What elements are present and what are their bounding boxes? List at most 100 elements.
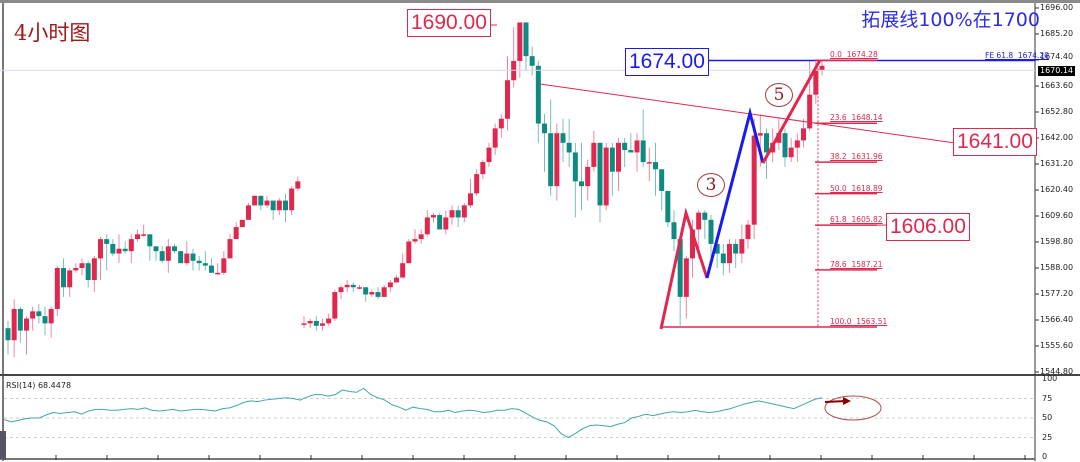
candle-body: [270, 200, 276, 211]
candle-body: [36, 311, 42, 317]
candle-body: [492, 128, 498, 148]
fib-level-label: 0.0 1674.28: [830, 50, 878, 60]
candle-body: [91, 258, 97, 281]
candle-body: [628, 150, 634, 153]
candle-body: [690, 229, 695, 259]
candle-body: [357, 287, 362, 289]
candle-body: [424, 217, 430, 235]
candle-body: [683, 258, 689, 297]
candle-body: [61, 268, 66, 288]
candle-body: [443, 217, 449, 230]
candle-body: [548, 133, 554, 187]
price-axis-label: 1598.80: [1040, 237, 1074, 246]
candle-body: [646, 162, 652, 164]
rsi-highlight-ellipse: [824, 395, 882, 421]
candle-body: [714, 243, 720, 254]
candle-body: [363, 287, 369, 295]
candle-body: [468, 193, 473, 206]
fib-level-label: 100.0 1563.51: [830, 316, 888, 326]
candle-body: [153, 246, 159, 252]
candle-body: [295, 181, 301, 189]
candle-body: [498, 118, 504, 129]
candle-body: [24, 318, 29, 331]
resistance-trendline: [539, 83, 956, 144]
candle-body: [659, 169, 665, 191]
candle-body: [622, 142, 628, 151]
candle-body: [523, 22, 529, 57]
candle-body: [332, 292, 338, 319]
candle-body: [221, 258, 227, 273]
candle-body: [517, 22, 523, 61]
candle-body: [505, 80, 510, 119]
candle-body: [579, 181, 584, 187]
candle-body: [79, 263, 85, 268]
candle-body: [110, 243, 116, 254]
candle-body: [727, 243, 732, 264]
wave-3-marker: 3: [697, 173, 725, 197]
candle-body: [116, 248, 122, 254]
candle-body: [801, 128, 806, 141]
candle-body: [147, 234, 153, 247]
candle-body: [350, 284, 356, 288]
price-axis-label: 1685.20: [1040, 29, 1074, 38]
candle-body: [437, 215, 443, 230]
candle-body: [11, 308, 17, 341]
price-axis-label: 1674.40: [1040, 52, 1074, 61]
candle-body: [67, 270, 73, 288]
scroll-handle: [0, 431, 6, 459]
price-axis-label: 1577.20: [1040, 289, 1074, 298]
candle-body: [461, 205, 467, 218]
wave-3-blue: [705, 107, 765, 279]
rsi-title: RSI(14) 68.4478: [6, 381, 72, 390]
candle-body: [616, 142, 621, 172]
price-axis-label: 1642.00: [1040, 133, 1074, 142]
candle-body: [283, 200, 288, 211]
candle-body: [585, 166, 591, 187]
candle-body: [807, 94, 813, 129]
candle-body: [757, 133, 763, 136]
candle-body: [5, 328, 11, 341]
rsi-line: [3, 387, 823, 439]
candle-body: [406, 241, 412, 264]
candle-body: [640, 140, 646, 163]
candle-body: [42, 316, 48, 324]
wave-red-zigzag: [659, 207, 709, 330]
price-axis-label: 1555.60: [1040, 341, 1074, 350]
candle-body: [431, 215, 436, 218]
candle-body: [449, 210, 455, 218]
candle-body: [486, 147, 492, 163]
candle-body: [665, 190, 671, 223]
extension-note: 拓展线100%在1700: [861, 9, 1040, 31]
candle-body: [246, 205, 251, 220]
candle-body: [788, 147, 794, 158]
price-chart-canvas[interactable]: [0, 3, 1080, 461]
candle-body: [634, 140, 640, 153]
timeframe-label: 4小时图: [14, 21, 91, 45]
candle-body: [375, 292, 381, 297]
price-axis-label: 1663.60: [1040, 81, 1074, 90]
candle-body: [387, 282, 393, 288]
candle-body: [412, 239, 418, 242]
candle-body: [418, 234, 424, 240]
candle-body: [813, 70, 819, 95]
candle-body: [215, 272, 221, 275]
candle-body: [73, 268, 79, 271]
price-axis-label: 1652.80: [1040, 107, 1074, 116]
candle-body: [48, 308, 54, 324]
wave-5-marker: 5: [765, 83, 793, 107]
wave-5-red: [761, 59, 822, 164]
candle-body: [313, 320, 319, 326]
candle-body: [819, 65, 825, 71]
candle-body: [782, 133, 788, 158]
rsi-axis-label: 0: [1042, 452, 1048, 461]
candle-body: [258, 195, 264, 206]
candle-body: [98, 239, 103, 259]
rsi-axis-label: 50: [1042, 413, 1053, 422]
candle-body: [209, 265, 214, 273]
candle-body: [141, 234, 147, 236]
candle-body: [301, 323, 307, 325]
trendline-price-label: 1641.00: [953, 128, 1037, 156]
fib-level-label: 78.6 1587.21: [830, 259, 883, 269]
candle-body: [566, 142, 572, 153]
